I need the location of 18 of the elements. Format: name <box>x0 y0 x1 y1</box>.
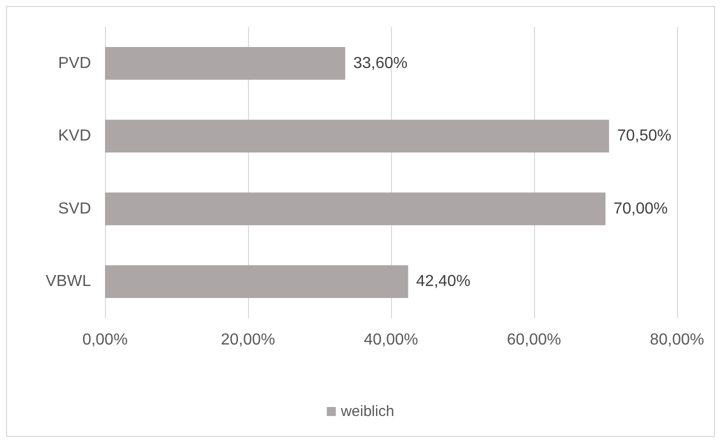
y-tick-label: PVD <box>58 54 91 72</box>
y-tick-label: VBWL <box>46 273 92 290</box>
data-label: 33,60% <box>353 54 408 72</box>
y-tick-label: SVD <box>58 200 91 218</box>
data-label: 70,00% <box>614 200 668 218</box>
x-tick-label: 40,00% <box>364 332 418 348</box>
legend-label: weiblich <box>340 403 394 420</box>
bar <box>105 120 610 152</box>
y-tick-label: KVD <box>58 128 91 145</box>
x-tick-label: 20,00% <box>220 332 276 348</box>
x-tick-label: 80,00% <box>650 332 704 348</box>
data-label: 42,40% <box>416 273 470 290</box>
x-tick-label: 60,00% <box>506 332 562 348</box>
data-label: 70,50% <box>617 128 672 145</box>
bar <box>105 47 346 80</box>
bar <box>105 192 606 226</box>
x-tick-label: 0,00% <box>82 332 128 348</box>
bar <box>105 265 408 298</box>
